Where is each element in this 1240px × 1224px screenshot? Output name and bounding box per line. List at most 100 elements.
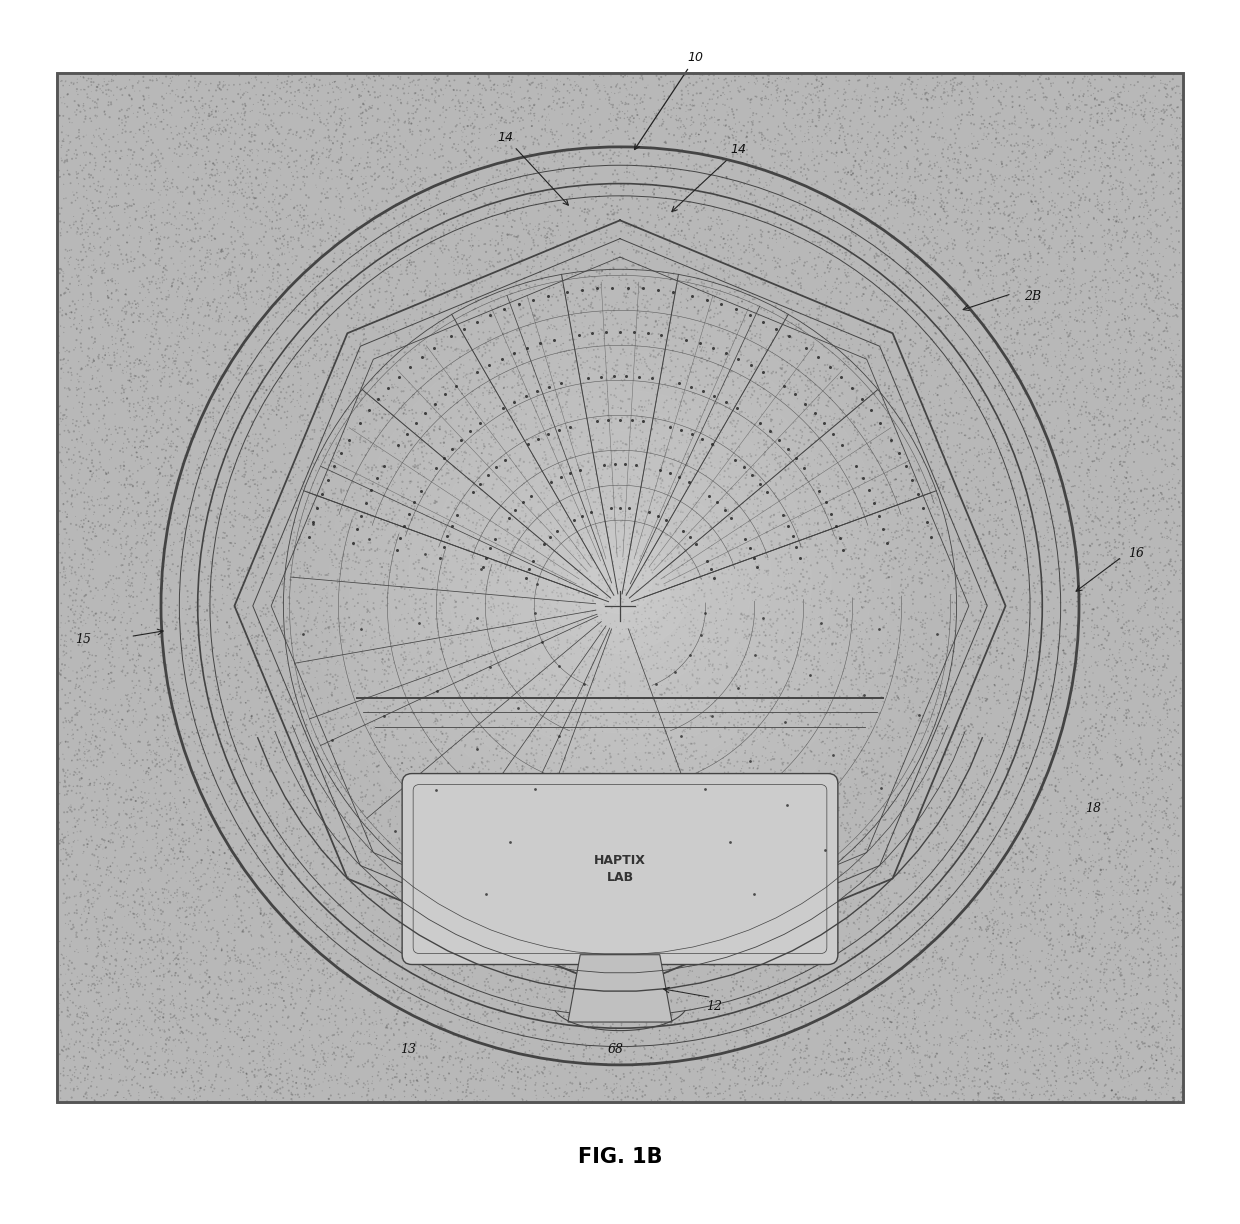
Point	[854, 443, 874, 463]
Point	[185, 97, 205, 116]
Point	[717, 610, 737, 629]
Point	[882, 195, 901, 214]
Point	[63, 832, 83, 852]
Point	[102, 1065, 122, 1084]
Point	[155, 401, 175, 421]
Point	[241, 141, 260, 160]
Point	[197, 137, 217, 157]
Point	[264, 89, 284, 109]
Point	[82, 961, 102, 980]
Point	[765, 1040, 785, 1060]
Point	[260, 379, 280, 399]
Point	[831, 873, 851, 892]
Point	[796, 659, 816, 678]
Point	[490, 823, 510, 842]
Point	[764, 782, 784, 802]
Point	[1137, 842, 1157, 862]
Point	[508, 1032, 528, 1051]
Point	[541, 602, 560, 622]
Point	[502, 871, 522, 891]
Point	[774, 803, 794, 823]
Point	[134, 579, 154, 599]
Point	[546, 859, 565, 879]
Point	[618, 284, 637, 304]
Point	[1143, 149, 1163, 169]
Point	[1083, 271, 1102, 290]
Point	[739, 880, 759, 900]
Point	[467, 974, 487, 994]
Point	[218, 859, 238, 879]
Point	[103, 435, 123, 454]
Point	[691, 115, 711, 135]
Point	[495, 874, 515, 894]
Point	[340, 245, 360, 264]
Point	[815, 416, 835, 436]
Point	[914, 394, 934, 414]
Point	[1049, 294, 1069, 313]
Point	[403, 388, 423, 408]
Point	[787, 638, 807, 657]
Point	[1029, 595, 1049, 614]
Point	[915, 80, 935, 99]
Point	[84, 755, 104, 775]
Point	[609, 142, 629, 162]
Point	[1151, 739, 1171, 759]
Point	[1141, 956, 1161, 976]
Point	[179, 914, 198, 934]
Point	[347, 293, 367, 312]
Point	[823, 100, 843, 120]
Point	[260, 586, 280, 606]
Point	[381, 142, 401, 162]
Point	[100, 565, 120, 585]
Point	[940, 1033, 960, 1053]
Point	[308, 1051, 327, 1071]
Point	[1083, 498, 1102, 518]
Point	[463, 536, 482, 556]
Point	[739, 870, 759, 890]
Point	[304, 78, 324, 98]
Point	[365, 900, 384, 919]
Point	[373, 386, 393, 405]
Point	[211, 1038, 231, 1058]
Point	[898, 108, 918, 127]
Point	[801, 821, 821, 841]
Point	[206, 734, 226, 754]
Point	[856, 660, 875, 679]
Point	[1154, 579, 1174, 599]
Point	[526, 390, 546, 410]
Point	[50, 783, 69, 803]
Point	[1025, 144, 1045, 164]
Point	[1148, 251, 1168, 271]
Point	[496, 481, 516, 501]
Point	[706, 838, 725, 858]
Point	[119, 988, 139, 1007]
Point	[310, 507, 330, 526]
Point	[637, 213, 657, 233]
Point	[1034, 918, 1054, 938]
Point	[296, 355, 316, 375]
Point	[345, 727, 365, 747]
Point	[950, 253, 970, 273]
Point	[469, 1048, 489, 1067]
Point	[201, 1038, 221, 1058]
Point	[320, 607, 340, 627]
Point	[1029, 201, 1049, 220]
Point	[987, 133, 1007, 153]
Point	[167, 557, 187, 577]
Point	[303, 274, 322, 294]
Point	[851, 783, 870, 803]
Point	[1052, 738, 1071, 758]
Point	[878, 588, 898, 607]
Point	[564, 503, 584, 523]
Point	[497, 520, 517, 540]
Point	[1086, 427, 1106, 447]
Point	[773, 359, 792, 378]
Point	[1014, 494, 1034, 514]
Point	[115, 477, 135, 497]
Point	[692, 924, 712, 944]
Point	[149, 562, 169, 581]
Point	[113, 389, 133, 409]
Point	[570, 228, 590, 247]
Point	[1047, 218, 1066, 237]
Point	[937, 140, 957, 159]
